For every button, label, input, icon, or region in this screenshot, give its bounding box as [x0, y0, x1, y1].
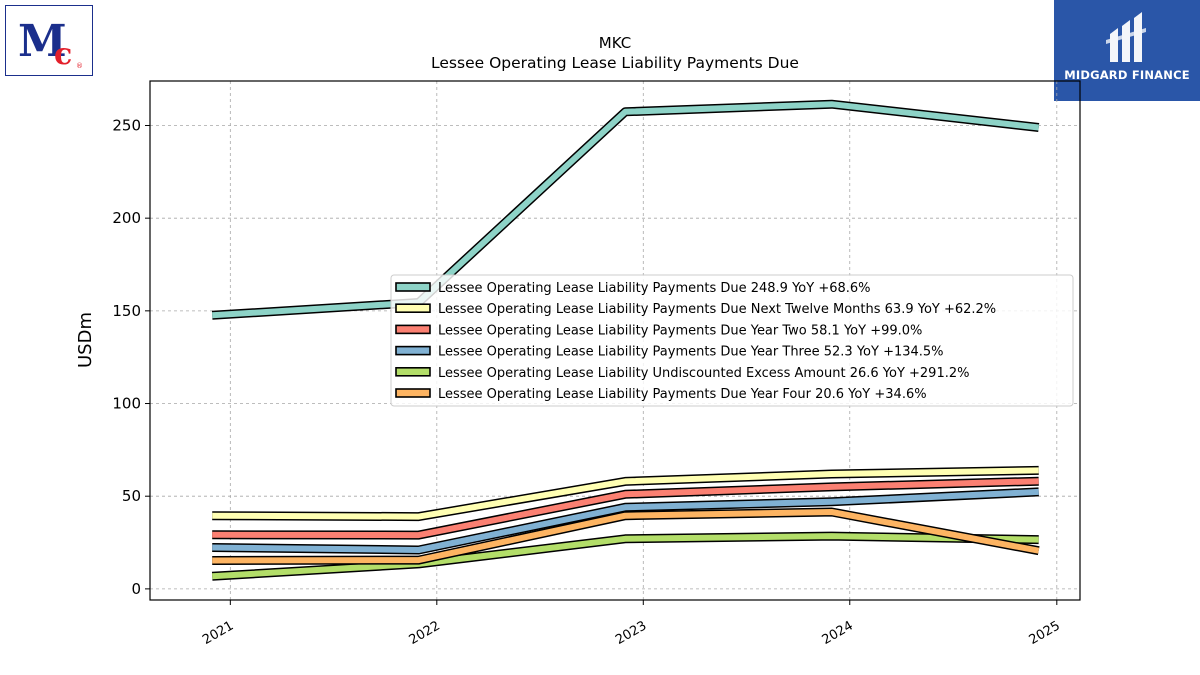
series-line-3 — [212, 476, 1039, 540]
mccormick-logo: M c ® — [5, 5, 93, 76]
series-lines — [211, 99, 1040, 581]
legend-swatch — [395, 282, 431, 292]
y-axis-label: USDm — [75, 312, 96, 368]
series-line-fill — [212, 101, 1040, 319]
x-tick-label: 2021 — [200, 618, 236, 648]
series-line-fill — [212, 467, 1039, 520]
legend-swatch — [395, 366, 431, 377]
x-tick-label: 2025 — [1027, 618, 1063, 648]
series-line-6 — [212, 507, 1040, 565]
series-line-fill — [212, 509, 1040, 564]
x-tick-label: 2023 — [613, 618, 649, 648]
legend: Lessee Operating Lease Liability Payment… — [390, 274, 1074, 407]
y-tick-label: 50 — [122, 487, 141, 505]
series-line-fill — [212, 488, 1039, 553]
y-tick-label: 0 — [131, 580, 141, 598]
legend-swatch — [395, 324, 431, 335]
legend-entry: Lessee Operating Lease Liability Payment… — [438, 345, 944, 360]
legend-entry: Lessee Operating Lease Liability Undisco… — [438, 366, 969, 381]
chart-subtitle: Lessee Operating Lease Liability Payment… — [431, 54, 799, 72]
chart-title: MKC — [599, 34, 631, 52]
series-line-2 — [212, 465, 1039, 522]
legend-box — [390, 274, 1074, 407]
series-line-fill — [212, 478, 1039, 539]
x-tick-label: 2022 — [407, 618, 443, 648]
legend-entry: Lessee Operating Lease Liability Payment… — [438, 302, 996, 317]
series-line-4 — [212, 487, 1039, 555]
midgard-finance-text: MIDGARD FINANCE — [1064, 68, 1190, 82]
y-tick-label: 200 — [112, 209, 141, 227]
svg-text:®: ® — [76, 62, 83, 70]
legend-entry: Lessee Operating Lease Liability Payment… — [438, 281, 871, 296]
legend-entry: Lessee Operating Lease Liability Payment… — [438, 323, 922, 338]
y-tick-label: 150 — [112, 302, 141, 320]
legend-entry: Lessee Operating Lease Liability Payment… — [438, 387, 927, 402]
plot-frame — [149, 80, 1081, 601]
y-tick-label: 100 — [112, 395, 141, 413]
y-tick-label: 250 — [112, 116, 141, 134]
x-tick-label: 2024 — [820, 618, 856, 648]
midgard-finance-logo: MIDGARD FINANCE — [1054, 0, 1200, 101]
midgard-mark-icon — [1106, 12, 1146, 62]
legend-swatch — [395, 345, 431, 356]
svg-text:M: M — [18, 16, 67, 67]
legend-swatch — [395, 303, 431, 314]
series-line-fill — [212, 533, 1039, 580]
legend-swatch — [395, 388, 431, 398]
series-line-1 — [211, 99, 1040, 320]
series-line-5 — [211, 531, 1039, 581]
svg-text:c: c — [54, 37, 72, 72]
